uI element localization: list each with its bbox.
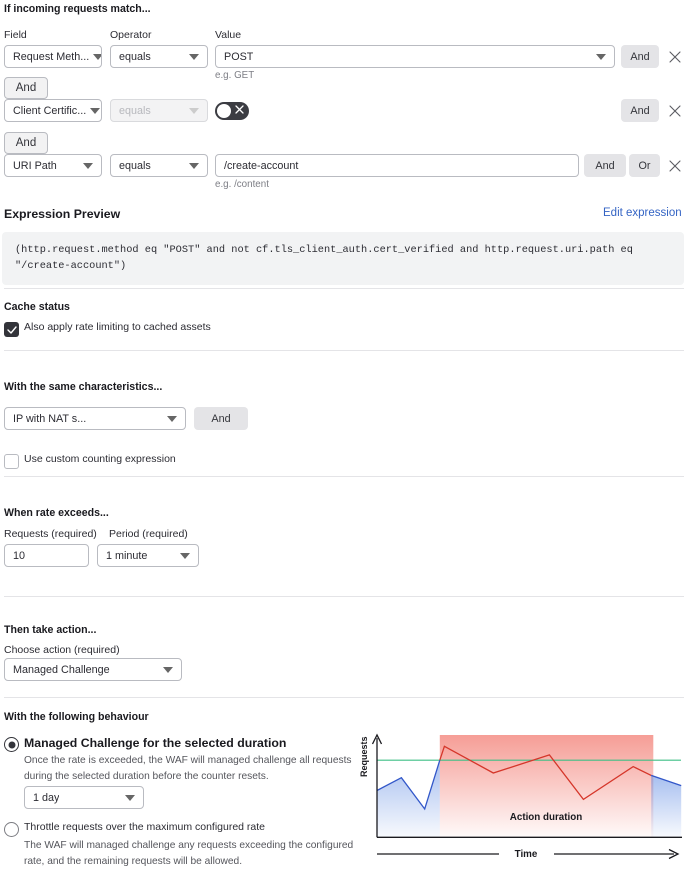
svg-text:Action duration: Action duration bbox=[510, 812, 582, 823]
svg-text:Time: Time bbox=[515, 849, 538, 860]
